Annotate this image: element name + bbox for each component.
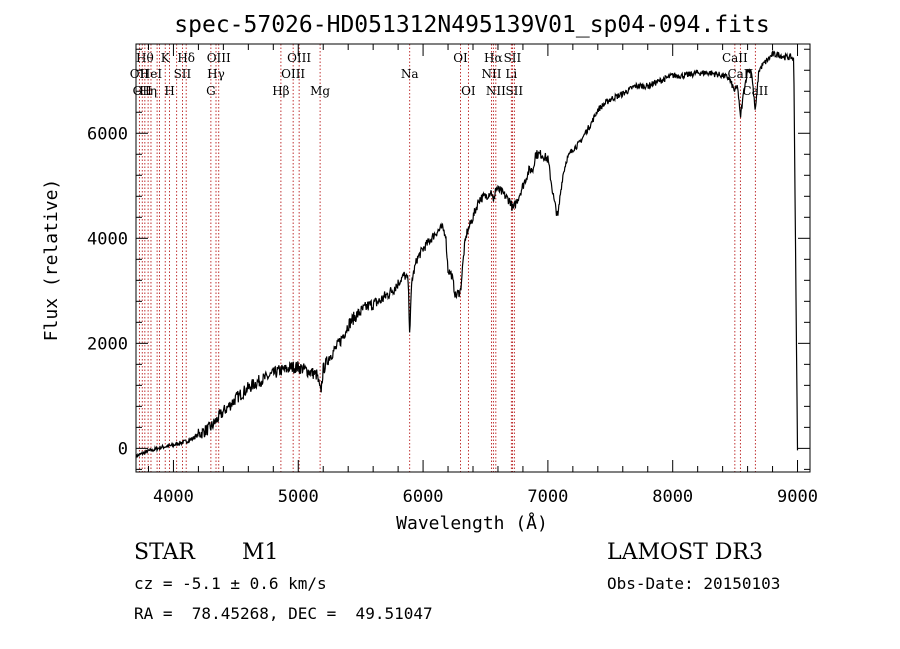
spectral-line-label: OIII [287, 51, 311, 65]
spectral-line-label: SII [505, 84, 523, 98]
spectral-line-label: Hα [484, 51, 503, 65]
spectral-line-label: Hθ [136, 51, 154, 65]
spectral-line-label: Hγ [207, 67, 225, 81]
spectral-line-label: HeI [140, 67, 163, 81]
spectral-line-label: NII [481, 67, 501, 81]
spectral-line-label: Na [401, 67, 419, 81]
spectral-line-label: NII [486, 84, 506, 98]
coordinates-text: RA = 78.45268, DEC = 49.51047 [134, 604, 433, 623]
survey-name: LAMOST DR3 [607, 540, 763, 565]
spectral-line-label: OII [130, 67, 150, 81]
y-axis-label: Flux (relative) [41, 179, 62, 342]
chart-title: spec-57026-HD051312N495139V01_sp04-094.f… [174, 12, 769, 38]
spectral-line-label: CaII [722, 51, 748, 65]
spectral-line-label: OI [453, 51, 468, 65]
spectral-line-label: OIII [281, 67, 305, 81]
spectral-line-label: CaII [742, 84, 768, 98]
y-tick-label: 0 [118, 439, 128, 459]
spectral-line-label: Hδ [177, 51, 195, 65]
plot-frame [135, 43, 811, 473]
x-tick-label: 9000 [777, 487, 818, 507]
spectral-line-label: OI [461, 84, 476, 98]
spectral-line-label: H [164, 84, 174, 98]
observation-date: Obs-Date: 20150103 [607, 574, 781, 593]
x-tick-label: 8000 [652, 487, 693, 507]
x-tick-label: 7000 [527, 487, 568, 507]
spectral-line-label: SII [174, 67, 192, 81]
x-tick-label: 4000 [153, 487, 194, 507]
object-class: STAR [134, 540, 195, 565]
x-tick-label: 5000 [278, 487, 319, 507]
spectral-line-label: SII [504, 51, 522, 65]
spectral-line-labels-layer: OIIOIIHθHηHeIKHSIIHδGHγOIIIHβOIIIOIIIMgN… [130, 51, 769, 98]
y-tick-label: 2000 [87, 334, 128, 354]
y-tick-label: 4000 [87, 229, 128, 249]
y-tick-label: 6000 [87, 124, 128, 144]
object-subclass: M1 [242, 540, 279, 565]
spectral-line-label: OII [133, 84, 153, 98]
x-axis-label: Wavelength (Å) [396, 512, 548, 534]
axis-ticks-layer: 4000 5000 6000 7000 8000 9000 0 2000 4000 6000 [87, 44, 818, 507]
flux-series-line [135, 49, 799, 459]
spectral-line-label: Hβ [272, 84, 289, 98]
spectral-line-label: Mg [310, 84, 330, 98]
spectral-line-label: OIII [207, 51, 231, 65]
spectral-line-label: K [161, 51, 171, 65]
x-tick-label: 6000 [403, 487, 444, 507]
spectral-line-label: G [206, 84, 216, 98]
redshift-text: cz = -5.1 ± 0.6 km/s [134, 574, 327, 593]
spectral-line-label: Hη [139, 84, 157, 98]
spectral-lines-layer [138, 44, 756, 472]
spectral-line-label: Li [505, 67, 517, 81]
